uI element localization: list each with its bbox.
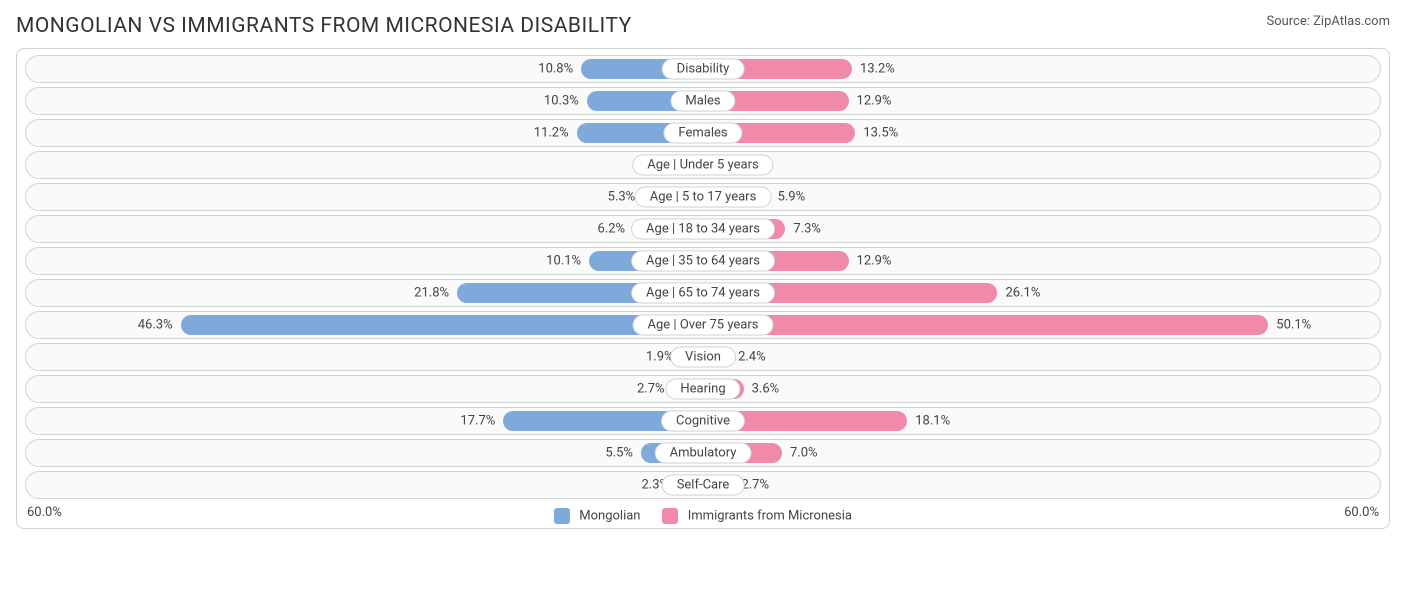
value-left: 10.8% — [538, 62, 573, 77]
legend-swatch-left — [554, 508, 570, 524]
chart-row: 2.3%2.7%Self-Care — [25, 471, 1381, 499]
chart-row: 10.1% 12.9% Age | 35 to 64 years — [25, 247, 1381, 275]
value-left: 46.3% — [138, 318, 173, 333]
category-pill: Disability — [662, 59, 745, 80]
category-pill: Age | 35 to 64 years — [631, 251, 775, 272]
chart-row: 17.7% 18.1% Cognitive — [25, 407, 1381, 435]
axis-right-max: 60.0% — [1344, 505, 1379, 520]
value-right: 12.9% — [857, 254, 892, 269]
chart-row: 11.2% 13.5% Females — [25, 119, 1381, 147]
header: MONGOLIAN VS IMMIGRANTS FROM MICRONESIA … — [16, 14, 1390, 38]
chart-row: 10.3% 12.9% Males — [25, 87, 1381, 115]
chart-container: MONGOLIAN VS IMMIGRANTS FROM MICRONESIA … — [0, 0, 1406, 612]
value-right: 13.5% — [863, 126, 898, 141]
category-pill: Vision — [670, 347, 736, 368]
value-right: 13.2% — [860, 62, 895, 77]
chart-row: 5.5% 7.0% Ambulatory — [25, 439, 1381, 467]
value-right: 2.7% — [741, 478, 769, 493]
chart-area: 10.8% 13.2% Disability 10.3% 12.9% Males 11.2%… — [16, 48, 1390, 529]
value-left: 5.3% — [608, 190, 636, 205]
value-left: 5.5% — [605, 446, 633, 461]
value-left: 10.1% — [546, 254, 581, 269]
legend: Mongolian Immigrants from Micronesia — [554, 508, 852, 524]
value-right: 18.1% — [915, 414, 950, 429]
chart-row: 10.8% 13.2% Disability — [25, 55, 1381, 83]
category-pill: Age | 5 to 17 years — [635, 187, 772, 208]
category-pill: Self-Care — [662, 475, 745, 496]
category-pill: Age | Under 5 years — [632, 155, 773, 176]
value-right: 7.3% — [793, 222, 821, 237]
value-left: 2.7% — [637, 382, 665, 397]
legend-swatch-right — [662, 508, 678, 524]
chart-row: 21.8% 26.1% Age | 65 to 74 years — [25, 279, 1381, 307]
value-right: 3.6% — [752, 382, 780, 397]
category-pill: Hearing — [665, 379, 740, 400]
legend-label-left: Mongolian — [579, 508, 640, 523]
value-right: 26.1% — [1005, 286, 1040, 301]
chart-title: MONGOLIAN VS IMMIGRANTS FROM MICRONESIA … — [16, 14, 632, 38]
legend-label-right: Immigrants from Micronesia — [688, 508, 852, 523]
category-pill: Cognitive — [661, 411, 745, 432]
axis-left-max: 60.0% — [27, 505, 62, 520]
value-right: 2.4% — [738, 350, 766, 365]
category-pill: Age | Over 75 years — [633, 315, 774, 336]
chart-row: 46.3% 50.1% Age | Over 75 years — [25, 311, 1381, 339]
value-right: 7.0% — [790, 446, 818, 461]
value-right: 12.9% — [857, 94, 892, 109]
chart-row: 5.3% 5.9% Age | 5 to 17 years — [25, 183, 1381, 211]
value-left: 6.2% — [597, 222, 625, 237]
chart-row: 2.7% 3.6% Hearing — [25, 375, 1381, 403]
rows-container: 10.8% 13.2% Disability 10.3% 12.9% Males 11.2%… — [25, 55, 1381, 499]
category-pill: Age | 65 to 74 years — [631, 283, 775, 304]
chart-row: 6.2% 7.3% Age | 18 to 34 years — [25, 215, 1381, 243]
value-left: 17.7% — [460, 414, 495, 429]
source-label: Source: ZipAtlas.com — [1266, 14, 1390, 29]
chart-row: 1.1%1.0%Age | Under 5 years — [25, 151, 1381, 179]
category-pill: Age | 18 to 34 years — [631, 219, 775, 240]
value-left: 21.8% — [414, 286, 449, 301]
category-pill: Males — [670, 91, 735, 112]
value-right: 5.9% — [778, 190, 806, 205]
value-left: 11.2% — [534, 126, 569, 141]
value-right: 50.1% — [1276, 318, 1311, 333]
value-left: 10.3% — [544, 94, 579, 109]
bar-left — [181, 315, 703, 335]
legend-item-right: Immigrants from Micronesia — [662, 508, 851, 524]
legend-item-left: Mongolian — [554, 508, 640, 524]
category-pill: Ambulatory — [655, 443, 752, 464]
chart-row: 1.9%2.4%Vision — [25, 343, 1381, 371]
bar-right — [703, 315, 1268, 335]
category-pill: Females — [663, 123, 742, 144]
